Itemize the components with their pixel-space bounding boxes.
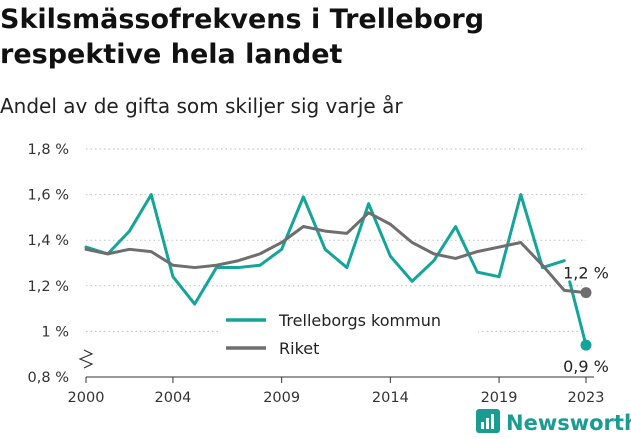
end-value-label-trelleborg: 0,9 % bbox=[563, 357, 609, 376]
grid-lines bbox=[86, 148, 586, 332]
chart-title: Skilsmässofrekvens i Trelleborg respekti… bbox=[0, 4, 485, 70]
y-tick-label: 0,8 % bbox=[28, 370, 69, 386]
series-end-point-trelleborg bbox=[580, 339, 592, 351]
x-tick-label: 2023 bbox=[568, 390, 605, 406]
x-tick-label: 2014 bbox=[372, 390, 409, 406]
series-line-trelleborg bbox=[84, 193, 566, 306]
legend-label-trelleborg: Trelleborgs kommun bbox=[278, 311, 441, 330]
legend: Trelleborgs kommun Riket bbox=[218, 310, 478, 360]
x-axis: 2000 2004 2009 2014 2019 2023 bbox=[68, 349, 605, 406]
x-tick-label: 2004 bbox=[155, 390, 192, 406]
series-line-riket bbox=[84, 211, 588, 295]
y-axis-ticks: 0,8 % 1 % 1,2 % 1,4 % 1,6 % 1,8 % bbox=[28, 142, 69, 386]
newsworthy-logo-text: Newsworthy bbox=[506, 411, 631, 435]
logo-bar-3 bbox=[491, 414, 494, 429]
logo-bar-1 bbox=[481, 422, 484, 429]
series-end-point-riket bbox=[580, 287, 592, 299]
legend-label-riket: Riket bbox=[279, 339, 319, 358]
x-tick-label: 2000 bbox=[68, 390, 105, 406]
y-tick-label: 1,8 % bbox=[28, 142, 69, 158]
series-group: 0,9 % 1,2 % bbox=[84, 193, 609, 376]
y-tick-label: 1,4 % bbox=[28, 233, 69, 249]
end-value-label-riket: 1,2 % bbox=[563, 264, 609, 283]
legend-bg-trelleborg bbox=[218, 310, 478, 332]
y-tick-label: 1,6 % bbox=[28, 188, 69, 204]
y-tick-label: 1 % bbox=[41, 324, 69, 340]
logo-bar-2 bbox=[486, 418, 489, 429]
x-tick-label: 2019 bbox=[481, 390, 518, 406]
y-tick-label: 1,2 % bbox=[28, 279, 69, 295]
newsworthy-logo: Newsworthy bbox=[476, 409, 631, 435]
legend-bg-riket bbox=[218, 338, 478, 360]
chart-subtitle: Andel av de gifta som skiljer sig varje … bbox=[0, 94, 403, 118]
y-axis-break-mark bbox=[78, 349, 94, 369]
x-tick-label: 2009 bbox=[263, 390, 300, 406]
